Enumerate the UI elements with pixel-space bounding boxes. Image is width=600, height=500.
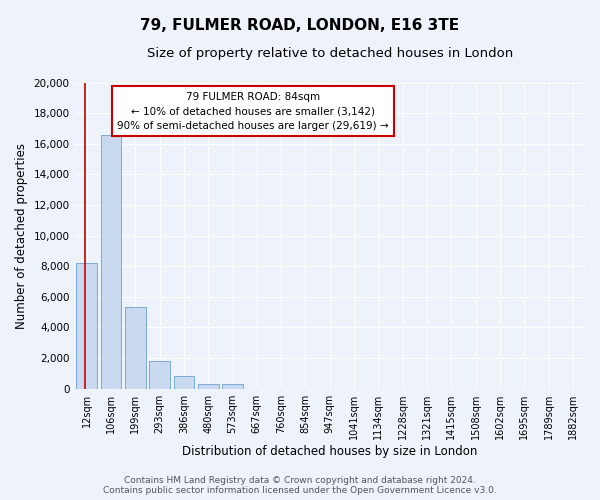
Bar — [222, 384, 243, 388]
Text: 79 FULMER ROAD: 84sqm
← 10% of detached houses are smaller (3,142)
90% of semi-d: 79 FULMER ROAD: 84sqm ← 10% of detached … — [118, 92, 389, 132]
X-axis label: Distribution of detached houses by size in London: Distribution of detached houses by size … — [182, 444, 478, 458]
Text: 79, FULMER ROAD, LONDON, E16 3TE: 79, FULMER ROAD, LONDON, E16 3TE — [140, 18, 460, 32]
Bar — [149, 361, 170, 388]
Bar — [173, 376, 194, 388]
Y-axis label: Number of detached properties: Number of detached properties — [15, 142, 28, 328]
Bar — [101, 134, 121, 388]
Bar — [125, 308, 146, 388]
Title: Size of property relative to detached houses in London: Size of property relative to detached ho… — [146, 48, 513, 60]
Bar — [76, 263, 97, 388]
Text: Contains HM Land Registry data © Crown copyright and database right 2024.
Contai: Contains HM Land Registry data © Crown c… — [103, 476, 497, 495]
Bar — [198, 384, 218, 388]
